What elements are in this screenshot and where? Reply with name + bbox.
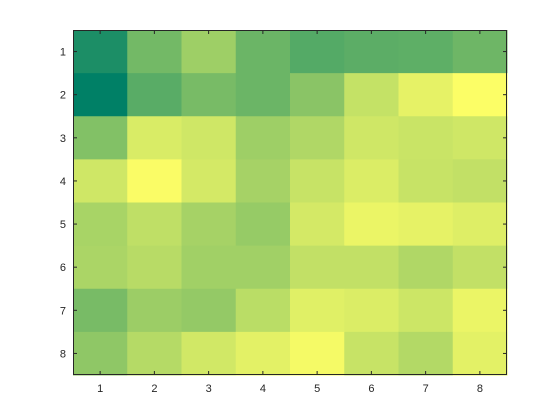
heatmap-cell-r2-c4 — [235, 73, 291, 117]
heatmap-cell-r7-c6 — [344, 288, 399, 333]
y-tick-label-7: 7 — [60, 305, 66, 317]
y-tick-label-8: 8 — [60, 348, 66, 360]
heatmap-cell-r7-c3 — [181, 288, 237, 333]
x-tick-label-8: 8 — [477, 383, 483, 395]
heatmap-cell-r7-c7 — [398, 288, 454, 333]
heatmap-cell-r1-c7 — [398, 30, 454, 74]
y-tick-label-4: 4 — [60, 176, 66, 188]
axis-ticks — [73, 30, 507, 375]
heatmap-cell-r4-c6 — [344, 159, 399, 204]
heatmap-cell-r8-c6 — [344, 331, 399, 376]
heatmap-cell-r5-c5 — [290, 202, 345, 247]
x-axis-tick-labels: 1 2 3 4 5 6 7 8 — [97, 383, 483, 395]
heatmap-cell-r5-c4 — [235, 202, 291, 247]
y-tick-label-5: 5 — [60, 219, 66, 231]
heatmap-cell-r3-c6 — [344, 116, 399, 160]
heatmap-cell-r1-c2 — [127, 30, 182, 74]
heatmap-cell-r7-c1 — [73, 288, 128, 333]
heatmap-cell-r2-c2 — [127, 73, 182, 117]
heatmap-cell-r1-c6 — [344, 30, 399, 74]
heatmap-cell-r4-c3 — [181, 159, 237, 204]
heatmap-cell-r4-c2 — [127, 159, 182, 204]
heatmap-cell-r5-c3 — [181, 202, 237, 247]
y-tick-label-3: 3 — [60, 133, 66, 145]
x-tick-label-7: 7 — [423, 383, 429, 395]
x-tick-label-2: 2 — [151, 383, 157, 395]
y-axis-tick-labels: 1 2 3 4 5 6 7 8 — [60, 47, 66, 361]
heatmap-cell-r3-c7 — [398, 116, 454, 160]
y-tick-label-2: 2 — [60, 90, 66, 102]
heatmap-cell-r5-c7 — [398, 202, 454, 247]
heatmap-cell-r5-c6 — [344, 202, 399, 247]
heatmap-cell-r8-c2 — [127, 331, 182, 376]
y-tick-label-1: 1 — [60, 47, 66, 59]
heatmap-cell-r1-c4 — [235, 30, 291, 74]
heatmap-cell-r7-c5 — [290, 288, 345, 333]
heatmap-cell-r4-c1 — [73, 159, 128, 204]
x-tick-label-4: 4 — [260, 383, 266, 395]
heatmap-cell-r2-c1 — [73, 73, 128, 117]
heatmap-cell-r6-c1 — [73, 245, 128, 290]
heatmap-cell-r3-c5 — [290, 116, 345, 160]
heatmap-cell-r3-c4 — [235, 116, 291, 160]
heatmap-cell-r3-c2 — [127, 116, 182, 160]
x-tick-label-1: 1 — [97, 383, 103, 395]
heatmap-cell-r2-c7 — [398, 73, 454, 117]
heatmap-cell-r8-c5 — [290, 331, 345, 376]
heatmap-cell-r7-c4 — [235, 288, 291, 333]
heatmap-cell-r3-c3 — [181, 116, 237, 160]
heatmap-cell-r1-c5 — [290, 30, 345, 74]
heatmap-cell-r2-c8 — [452, 73, 508, 117]
heatmap-cell-r6-c8 — [452, 245, 508, 290]
heatmap-cell-r8-c4 — [235, 331, 291, 376]
heatmap-cell-r4-c8 — [452, 159, 508, 204]
heatmap-cell-r1-c1 — [73, 30, 128, 74]
heatmap-cell-r6-c4 — [235, 245, 291, 290]
heatmap-cell-r2-c6 — [344, 73, 399, 117]
x-tick-label-3: 3 — [206, 383, 212, 395]
heatmap-cell-r1-c3 — [181, 30, 237, 74]
heatmap-cell-r5-c2 — [127, 202, 182, 247]
heatmap-cell-r4-c4 — [235, 159, 291, 204]
x-tick-label-5: 5 — [314, 383, 320, 395]
heatmap-cell-r5-c1 — [73, 202, 128, 247]
heatmap-cell-r1-c8 — [452, 30, 508, 74]
heatmap-cell-r8-c8 — [452, 331, 508, 376]
heatmap-cell-r6-c5 — [290, 245, 345, 290]
heatmap-cell-r2-c3 — [181, 73, 237, 117]
heatmap-cell-r6-c6 — [344, 245, 399, 290]
heatmap-cell-r7-c8 — [452, 288, 508, 333]
heatmap-cell-r4-c5 — [290, 159, 345, 204]
heatmap-cell-r4-c7 — [398, 159, 454, 204]
plot-frame — [73, 30, 507, 375]
heatmap-cell-r2-c5 — [290, 73, 345, 117]
heatmap-cell-r6-c3 — [181, 245, 237, 290]
heatmap-cell-r3-c1 — [73, 116, 128, 160]
y-tick-label-6: 6 — [60, 262, 66, 274]
heatmap-cell-r3-c8 — [452, 116, 508, 160]
x-tick-label-6: 6 — [368, 383, 374, 395]
heatmap-cell-r6-c2 — [127, 245, 182, 290]
heatmap-cell-r7-c2 — [127, 288, 182, 333]
heatmap-cell-r8-c3 — [181, 331, 237, 376]
heatmap-cell-r5-c8 — [452, 202, 508, 247]
heatmap-cell-r6-c7 — [398, 245, 454, 290]
heatmap-cell-r8-c1 — [73, 331, 128, 376]
heatmap-cell-r8-c7 — [398, 331, 454, 376]
heatmap-cells — [73, 30, 508, 376]
